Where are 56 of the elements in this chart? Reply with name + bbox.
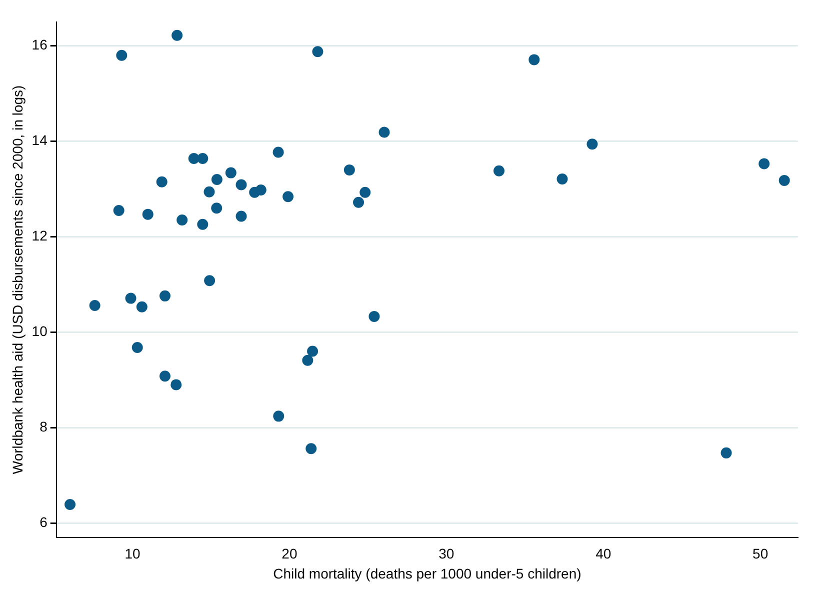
point bbox=[778, 174, 790, 186]
point bbox=[204, 186, 215, 198]
x-tick-label: 50 bbox=[752, 546, 768, 562]
point bbox=[197, 218, 208, 230]
point bbox=[272, 146, 284, 158]
point bbox=[353, 196, 364, 208]
point bbox=[132, 342, 143, 353]
point bbox=[307, 346, 318, 357]
point bbox=[368, 310, 380, 322]
point bbox=[125, 292, 136, 304]
point bbox=[197, 152, 208, 164]
point bbox=[255, 184, 266, 196]
point bbox=[170, 379, 182, 390]
point bbox=[89, 300, 100, 311]
point bbox=[306, 443, 317, 454]
point bbox=[378, 126, 390, 138]
x-tick-label: 10 bbox=[124, 546, 140, 562]
point bbox=[159, 370, 170, 382]
point bbox=[142, 208, 154, 220]
point bbox=[528, 54, 540, 66]
y-tick-label: 16 bbox=[32, 36, 48, 53]
point bbox=[136, 301, 148, 312]
y-tick-label: 14 bbox=[32, 132, 48, 148]
point bbox=[159, 290, 170, 302]
point bbox=[225, 167, 236, 178]
x-tick-label: 20 bbox=[282, 546, 298, 562]
point bbox=[758, 158, 770, 170]
y-tick-label: 8 bbox=[40, 418, 48, 434]
y-tick-label: 12 bbox=[32, 228, 48, 244]
point bbox=[204, 275, 216, 286]
point bbox=[236, 210, 247, 222]
point bbox=[493, 165, 504, 176]
point bbox=[113, 205, 124, 216]
x-tick-label: 40 bbox=[596, 546, 612, 562]
point bbox=[64, 498, 76, 510]
point bbox=[720, 447, 732, 458]
y-axis-title: Worldbank health aid (USD disbursements since 2000, in logs) bbox=[9, 85, 26, 474]
y-tick-label: 10 bbox=[32, 323, 48, 340]
point bbox=[172, 30, 183, 41]
point bbox=[211, 174, 222, 185]
y-tick-label: 6 bbox=[40, 514, 48, 530]
point bbox=[116, 50, 128, 61]
point bbox=[236, 179, 247, 190]
point bbox=[273, 410, 284, 422]
point bbox=[556, 174, 568, 185]
point bbox=[156, 176, 168, 188]
point bbox=[176, 214, 188, 226]
point bbox=[344, 164, 355, 176]
x-axis-title: Child mortality (deaths per 1000 under-5 children) bbox=[273, 565, 582, 582]
point bbox=[312, 46, 324, 58]
point bbox=[282, 191, 294, 202]
point bbox=[211, 202, 222, 214]
point bbox=[302, 354, 314, 366]
point bbox=[360, 186, 371, 198]
x-tick-label: 30 bbox=[438, 546, 454, 562]
point bbox=[586, 138, 598, 150]
